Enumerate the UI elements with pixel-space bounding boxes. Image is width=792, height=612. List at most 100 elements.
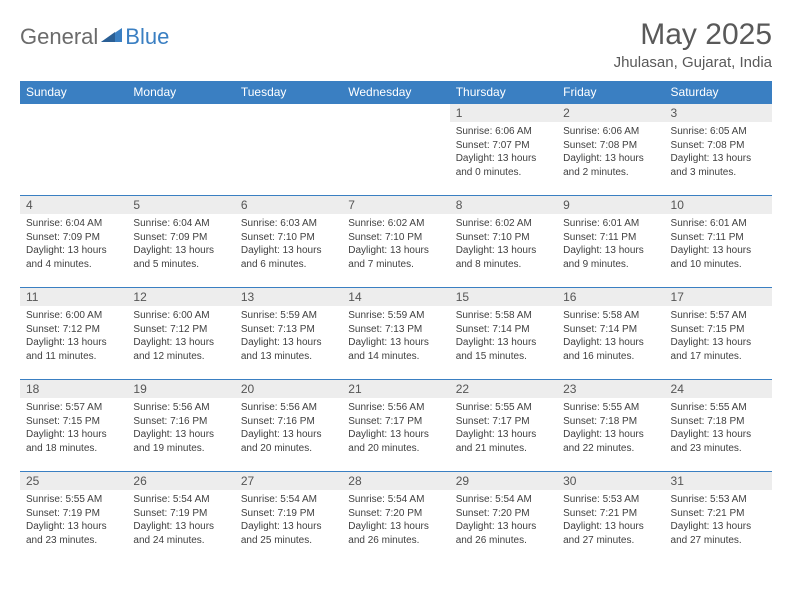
calendar-cell	[342, 104, 449, 196]
day-details: Sunrise: 5:59 AMSunset: 7:13 PMDaylight:…	[342, 306, 449, 367]
calendar-cell: 30Sunrise: 5:53 AMSunset: 7:21 PMDayligh…	[557, 472, 664, 564]
logo-text-general: General	[20, 24, 98, 50]
weekday-header: Wednesday	[342, 81, 449, 104]
calendar-cell: 25Sunrise: 5:55 AMSunset: 7:19 PMDayligh…	[20, 472, 127, 564]
day-details: Sunrise: 5:55 AMSunset: 7:19 PMDaylight:…	[20, 490, 127, 551]
day-details: Sunrise: 5:55 AMSunset: 7:17 PMDaylight:…	[450, 398, 557, 459]
day-number: 31	[665, 472, 772, 490]
day-number: 14	[342, 288, 449, 306]
day-number: 26	[127, 472, 234, 490]
day-number: 8	[450, 196, 557, 214]
day-details: Sunrise: 6:00 AMSunset: 7:12 PMDaylight:…	[20, 306, 127, 367]
calendar-row: 25Sunrise: 5:55 AMSunset: 7:19 PMDayligh…	[20, 472, 772, 564]
title-block: May 2025 Jhulasan, Gujarat, India	[614, 18, 772, 71]
day-number: 23	[557, 380, 664, 398]
calendar-cell: 1Sunrise: 6:06 AMSunset: 7:07 PMDaylight…	[450, 104, 557, 196]
month-title: May 2025	[614, 18, 772, 52]
weekday-header: Saturday	[665, 81, 772, 104]
calendar-body: 1Sunrise: 6:06 AMSunset: 7:07 PMDaylight…	[20, 104, 772, 564]
day-details: Sunrise: 6:02 AMSunset: 7:10 PMDaylight:…	[342, 214, 449, 275]
day-details: Sunrise: 5:57 AMSunset: 7:15 PMDaylight:…	[20, 398, 127, 459]
day-details: Sunrise: 6:04 AMSunset: 7:09 PMDaylight:…	[20, 214, 127, 275]
day-number: 3	[665, 104, 772, 122]
calendar-cell: 17Sunrise: 5:57 AMSunset: 7:15 PMDayligh…	[665, 288, 772, 380]
weekday-header: Thursday	[450, 81, 557, 104]
calendar-cell: 29Sunrise: 5:54 AMSunset: 7:20 PMDayligh…	[450, 472, 557, 564]
calendar-cell: 7Sunrise: 6:02 AMSunset: 7:10 PMDaylight…	[342, 196, 449, 288]
day-number: 11	[20, 288, 127, 306]
day-details: Sunrise: 5:54 AMSunset: 7:20 PMDaylight:…	[342, 490, 449, 551]
calendar-cell: 27Sunrise: 5:54 AMSunset: 7:19 PMDayligh…	[235, 472, 342, 564]
calendar-cell: 28Sunrise: 5:54 AMSunset: 7:20 PMDayligh…	[342, 472, 449, 564]
day-number: 30	[557, 472, 664, 490]
day-details: Sunrise: 6:06 AMSunset: 7:08 PMDaylight:…	[557, 122, 664, 183]
day-details: Sunrise: 6:02 AMSunset: 7:10 PMDaylight:…	[450, 214, 557, 275]
day-details: Sunrise: 5:53 AMSunset: 7:21 PMDaylight:…	[557, 490, 664, 551]
day-number: 29	[450, 472, 557, 490]
logo-text-blue: Blue	[125, 24, 169, 50]
calendar-row: 4Sunrise: 6:04 AMSunset: 7:09 PMDaylight…	[20, 196, 772, 288]
weekday-header: Friday	[557, 81, 664, 104]
day-number: 24	[665, 380, 772, 398]
day-details: Sunrise: 5:57 AMSunset: 7:15 PMDaylight:…	[665, 306, 772, 367]
logo: General Blue	[20, 24, 169, 50]
calendar-cell: 5Sunrise: 6:04 AMSunset: 7:09 PMDaylight…	[127, 196, 234, 288]
calendar-cell: 6Sunrise: 6:03 AMSunset: 7:10 PMDaylight…	[235, 196, 342, 288]
calendar-row: 18Sunrise: 5:57 AMSunset: 7:15 PMDayligh…	[20, 380, 772, 472]
day-details: Sunrise: 6:03 AMSunset: 7:10 PMDaylight:…	[235, 214, 342, 275]
day-number: 4	[20, 196, 127, 214]
calendar-cell: 15Sunrise: 5:58 AMSunset: 7:14 PMDayligh…	[450, 288, 557, 380]
calendar-cell	[20, 104, 127, 196]
calendar-cell: 12Sunrise: 6:00 AMSunset: 7:12 PMDayligh…	[127, 288, 234, 380]
day-number: 2	[557, 104, 664, 122]
day-details: Sunrise: 5:54 AMSunset: 7:19 PMDaylight:…	[235, 490, 342, 551]
day-details: Sunrise: 5:58 AMSunset: 7:14 PMDaylight:…	[557, 306, 664, 367]
calendar-cell: 18Sunrise: 5:57 AMSunset: 7:15 PMDayligh…	[20, 380, 127, 472]
day-number: 17	[665, 288, 772, 306]
calendar-cell: 8Sunrise: 6:02 AMSunset: 7:10 PMDaylight…	[450, 196, 557, 288]
calendar-cell: 9Sunrise: 6:01 AMSunset: 7:11 PMDaylight…	[557, 196, 664, 288]
header: General Blue May 2025 Jhulasan, Gujarat,…	[20, 18, 772, 71]
day-details: Sunrise: 5:55 AMSunset: 7:18 PMDaylight:…	[557, 398, 664, 459]
calendar-cell: 21Sunrise: 5:56 AMSunset: 7:17 PMDayligh…	[342, 380, 449, 472]
day-details: Sunrise: 5:54 AMSunset: 7:20 PMDaylight:…	[450, 490, 557, 551]
logo-triangle-icon	[101, 27, 123, 48]
day-number: 21	[342, 380, 449, 398]
day-number: 15	[450, 288, 557, 306]
day-number: 27	[235, 472, 342, 490]
day-number: 20	[235, 380, 342, 398]
location-text: Jhulasan, Gujarat, India	[614, 54, 772, 71]
weekday-header: Sunday	[20, 81, 127, 104]
calendar-cell: 2Sunrise: 6:06 AMSunset: 7:08 PMDaylight…	[557, 104, 664, 196]
calendar-cell: 23Sunrise: 5:55 AMSunset: 7:18 PMDayligh…	[557, 380, 664, 472]
day-number: 9	[557, 196, 664, 214]
calendar-cell: 19Sunrise: 5:56 AMSunset: 7:16 PMDayligh…	[127, 380, 234, 472]
calendar-cell: 22Sunrise: 5:55 AMSunset: 7:17 PMDayligh…	[450, 380, 557, 472]
calendar-cell	[127, 104, 234, 196]
calendar-row: 11Sunrise: 6:00 AMSunset: 7:12 PMDayligh…	[20, 288, 772, 380]
day-details: Sunrise: 5:54 AMSunset: 7:19 PMDaylight:…	[127, 490, 234, 551]
weekday-header: Tuesday	[235, 81, 342, 104]
calendar-cell: 4Sunrise: 6:04 AMSunset: 7:09 PMDaylight…	[20, 196, 127, 288]
day-number: 5	[127, 196, 234, 214]
day-details: Sunrise: 5:59 AMSunset: 7:13 PMDaylight:…	[235, 306, 342, 367]
day-details: Sunrise: 5:56 AMSunset: 7:16 PMDaylight:…	[127, 398, 234, 459]
day-details: Sunrise: 6:04 AMSunset: 7:09 PMDaylight:…	[127, 214, 234, 275]
calendar-table: SundayMondayTuesdayWednesdayThursdayFrid…	[20, 81, 772, 564]
calendar-cell: 10Sunrise: 6:01 AMSunset: 7:11 PMDayligh…	[665, 196, 772, 288]
day-number: 1	[450, 104, 557, 122]
day-number: 25	[20, 472, 127, 490]
day-details: Sunrise: 5:58 AMSunset: 7:14 PMDaylight:…	[450, 306, 557, 367]
day-details: Sunrise: 6:05 AMSunset: 7:08 PMDaylight:…	[665, 122, 772, 183]
weekday-header: Monday	[127, 81, 234, 104]
day-number: 10	[665, 196, 772, 214]
day-number: 22	[450, 380, 557, 398]
day-number: 18	[20, 380, 127, 398]
calendar-cell: 31Sunrise: 5:53 AMSunset: 7:21 PMDayligh…	[665, 472, 772, 564]
day-number: 12	[127, 288, 234, 306]
calendar-cell: 3Sunrise: 6:05 AMSunset: 7:08 PMDaylight…	[665, 104, 772, 196]
day-number: 19	[127, 380, 234, 398]
day-details: Sunrise: 6:01 AMSunset: 7:11 PMDaylight:…	[557, 214, 664, 275]
day-details: Sunrise: 6:00 AMSunset: 7:12 PMDaylight:…	[127, 306, 234, 367]
day-number: 13	[235, 288, 342, 306]
